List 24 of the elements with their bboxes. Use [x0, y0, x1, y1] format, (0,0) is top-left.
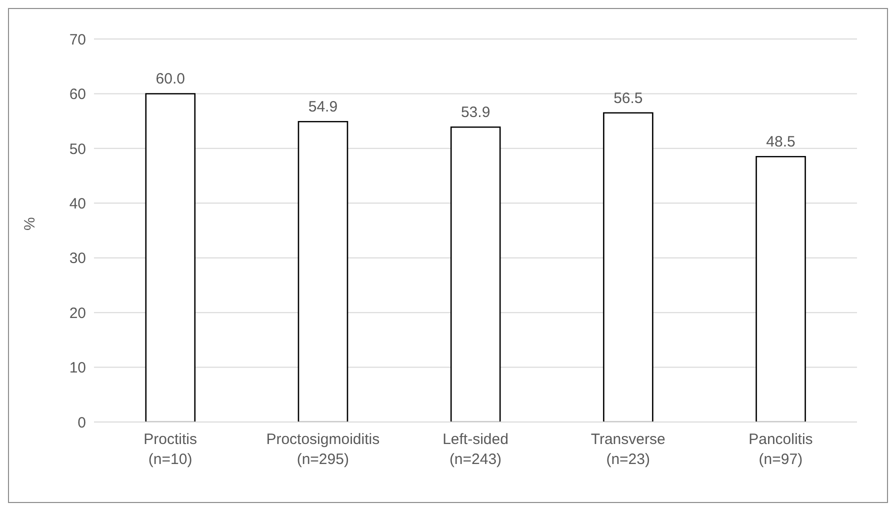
data-label: 54.9 — [308, 98, 338, 116]
y-tick-label: 0 — [78, 414, 86, 432]
bar — [756, 156, 806, 422]
y-tick-label: 50 — [69, 140, 86, 158]
bar — [298, 120, 348, 422]
x-tick-label: Transverse (n=23) — [590, 431, 666, 468]
bar — [450, 126, 501, 422]
data-label: 48.5 — [766, 134, 796, 151]
y-tick-label: 60 — [69, 86, 86, 104]
bar — [145, 93, 196, 422]
x-tick-label: Proctitis (n=10) — [144, 431, 197, 468]
y-tick-label: 40 — [69, 195, 86, 212]
y-axis-title: % — [21, 217, 38, 230]
y-tick-label: 20 — [69, 304, 86, 322]
bar — [603, 112, 654, 422]
data-label: 56.5 — [614, 90, 643, 107]
x-tick-label: Pancolitis (n=97) — [748, 431, 813, 468]
data-label: 60.0 — [156, 70, 185, 88]
data-label: 53.9 — [460, 104, 490, 122]
y-tick-label: 70 — [69, 31, 86, 48]
x-tick-label: Left-sided (n=243) — [442, 431, 508, 468]
y-tick-label: 30 — [69, 250, 86, 268]
x-tick-label: Proctosigmoiditis (n=295) — [266, 431, 380, 468]
y-tick-label: 10 — [69, 360, 86, 377]
